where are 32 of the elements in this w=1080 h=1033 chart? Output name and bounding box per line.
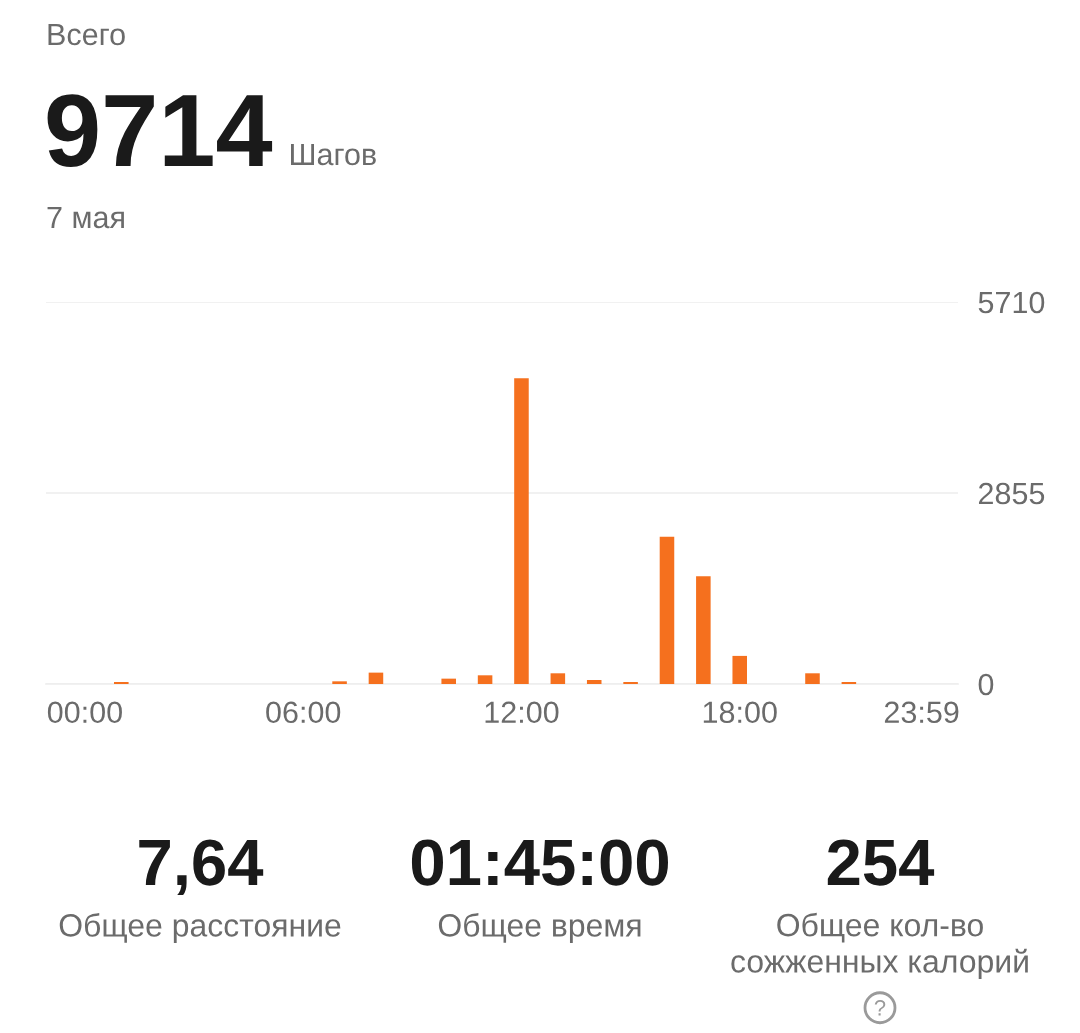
y-tick-label: 5710 — [978, 291, 1045, 314]
x-tick-label: 06:00 — [266, 701, 341, 724]
bar — [441, 678, 456, 684]
bar — [623, 681, 638, 684]
text: Шагов — [291, 143, 376, 166]
text: Всего — [48, 23, 125, 46]
bar — [659, 536, 675, 684]
text: Общее время — [438, 913, 641, 944]
bar — [732, 655, 748, 684]
text: 7,64 — [139, 839, 264, 896]
bar — [805, 673, 820, 684]
y-tick-label: 2855 — [978, 482, 1045, 505]
bar — [114, 681, 129, 684]
y-tick-label: 0 — [978, 673, 994, 696]
bar — [368, 672, 384, 684]
x-tick-label: 18:00 — [703, 701, 777, 724]
bar — [696, 576, 711, 684]
text: Общее кол-во сожженных калорий — [731, 912, 1028, 980]
text: 9714 — [47, 94, 273, 168]
text: 7 мая — [47, 206, 124, 229]
text: 01:45:00 — [411, 839, 668, 886]
bar — [332, 681, 347, 684]
x-tick-label: 00:00 — [47, 701, 122, 724]
bar — [477, 675, 493, 684]
bar — [550, 673, 566, 684]
text: Общее расстояние — [59, 913, 341, 944]
text: 254 — [827, 839, 935, 886]
bar — [514, 378, 529, 684]
bar — [841, 681, 857, 684]
x-tick-label: 12:00 — [485, 701, 559, 724]
x-tick-label: 23:59 — [884, 701, 959, 724]
bar — [586, 679, 602, 684]
